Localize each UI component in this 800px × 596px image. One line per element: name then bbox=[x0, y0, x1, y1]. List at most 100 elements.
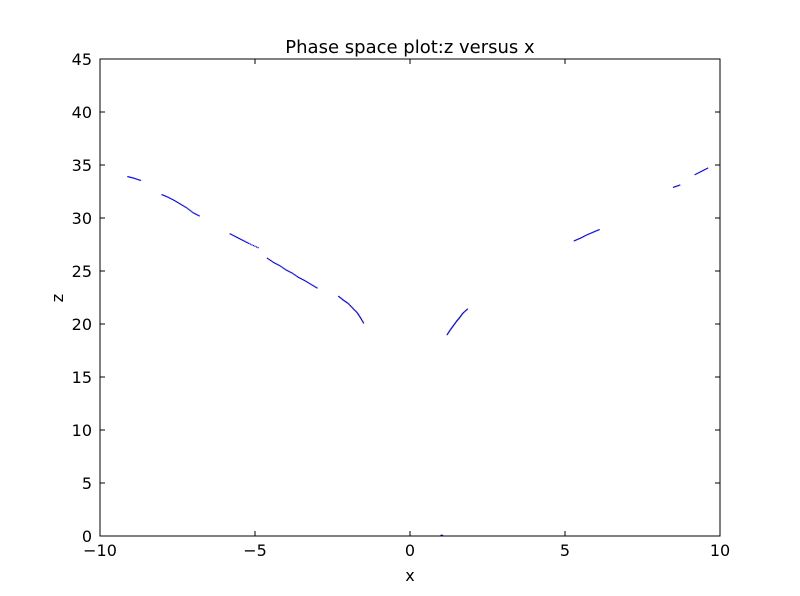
y-tick-label: 20 bbox=[72, 315, 92, 334]
data-point bbox=[266, 257, 268, 259]
data-point bbox=[240, 239, 243, 241]
data-point bbox=[301, 278, 304, 281]
data-point bbox=[359, 316, 361, 318]
data-point bbox=[313, 285, 315, 287]
data-point bbox=[275, 262, 277, 265]
data-point bbox=[251, 244, 253, 246]
data-point bbox=[350, 305, 352, 308]
data-point bbox=[231, 234, 233, 236]
data-point bbox=[576, 238, 578, 241]
data-point bbox=[293, 273, 295, 276]
x-tick-label: −5 bbox=[243, 541, 267, 560]
data-point bbox=[308, 282, 310, 284]
data-point bbox=[286, 269, 288, 272]
data-point bbox=[348, 304, 351, 306]
data-point bbox=[460, 315, 462, 317]
data-point bbox=[169, 197, 171, 199]
y-tick-label: 0 bbox=[82, 527, 92, 546]
data-point bbox=[238, 238, 241, 240]
data-point bbox=[454, 322, 456, 325]
data-point bbox=[246, 241, 248, 243]
data-point bbox=[338, 296, 341, 298]
data-point bbox=[276, 263, 278, 265]
data-point bbox=[184, 206, 186, 208]
data-point bbox=[597, 229, 599, 231]
data-point bbox=[163, 194, 165, 197]
data-point bbox=[300, 278, 303, 280]
data-point bbox=[704, 168, 707, 170]
data-point bbox=[239, 238, 242, 240]
data-point bbox=[457, 318, 460, 320]
data-point bbox=[196, 214, 198, 216]
data-point bbox=[352, 307, 354, 309]
data-point bbox=[464, 310, 466, 312]
x-tick-label: 10 bbox=[710, 541, 730, 560]
data-point bbox=[315, 286, 317, 288]
data-point bbox=[170, 198, 172, 200]
data-point bbox=[133, 177, 135, 179]
data-point bbox=[359, 317, 361, 319]
data-point bbox=[589, 233, 591, 235]
data-point bbox=[579, 237, 582, 239]
data-point bbox=[672, 186, 675, 188]
data-point bbox=[353, 309, 355, 311]
data-point bbox=[128, 176, 130, 178]
data-point bbox=[699, 171, 701, 173]
data-point bbox=[274, 262, 276, 264]
data-point bbox=[136, 178, 138, 180]
data-point bbox=[346, 302, 348, 304]
data-point bbox=[137, 179, 139, 181]
data-point bbox=[269, 259, 272, 261]
data-point bbox=[292, 273, 294, 275]
data-point bbox=[282, 267, 284, 269]
data-point bbox=[309, 283, 311, 285]
data-point bbox=[449, 329, 451, 331]
data-point bbox=[307, 281, 309, 283]
data-point bbox=[287, 270, 289, 272]
data-point bbox=[175, 201, 178, 203]
data-point bbox=[281, 266, 283, 268]
data-point bbox=[591, 232, 593, 234]
data-point bbox=[465, 309, 467, 312]
data-point bbox=[458, 317, 460, 319]
data-point bbox=[314, 286, 316, 288]
data-point bbox=[707, 167, 709, 169]
data-point bbox=[596, 229, 598, 232]
data-point bbox=[338, 295, 340, 298]
data-point bbox=[357, 313, 359, 315]
data-point bbox=[573, 240, 575, 242]
data-point bbox=[466, 308, 468, 310]
data-point bbox=[462, 312, 464, 314]
data-point bbox=[700, 170, 702, 172]
data-point bbox=[161, 194, 163, 196]
data-point bbox=[191, 211, 193, 213]
data-point bbox=[354, 309, 356, 312]
data-point bbox=[456, 319, 459, 321]
data-point bbox=[455, 320, 458, 322]
data-point bbox=[679, 184, 681, 186]
data-point bbox=[195, 213, 197, 215]
data-point bbox=[341, 298, 343, 300]
data-point bbox=[455, 321, 457, 323]
x-tick-label: 0 bbox=[405, 541, 415, 560]
data-point bbox=[254, 245, 256, 247]
data-point bbox=[138, 179, 140, 181]
data-point bbox=[186, 207, 188, 209]
data-point bbox=[358, 315, 360, 317]
data-point bbox=[452, 324, 454, 327]
data-point bbox=[586, 234, 588, 236]
data-point bbox=[674, 185, 677, 188]
data-point bbox=[448, 330, 450, 333]
data-point bbox=[676, 185, 678, 187]
data-point bbox=[705, 168, 708, 170]
data-point bbox=[187, 208, 189, 210]
data-point bbox=[593, 231, 595, 233]
data-point bbox=[296, 276, 298, 278]
data-point bbox=[233, 235, 235, 237]
data-point bbox=[194, 213, 196, 215]
data-point bbox=[694, 173, 696, 176]
data-point bbox=[457, 318, 459, 321]
y-tick-label: 40 bbox=[72, 103, 92, 122]
data-point bbox=[355, 310, 357, 312]
